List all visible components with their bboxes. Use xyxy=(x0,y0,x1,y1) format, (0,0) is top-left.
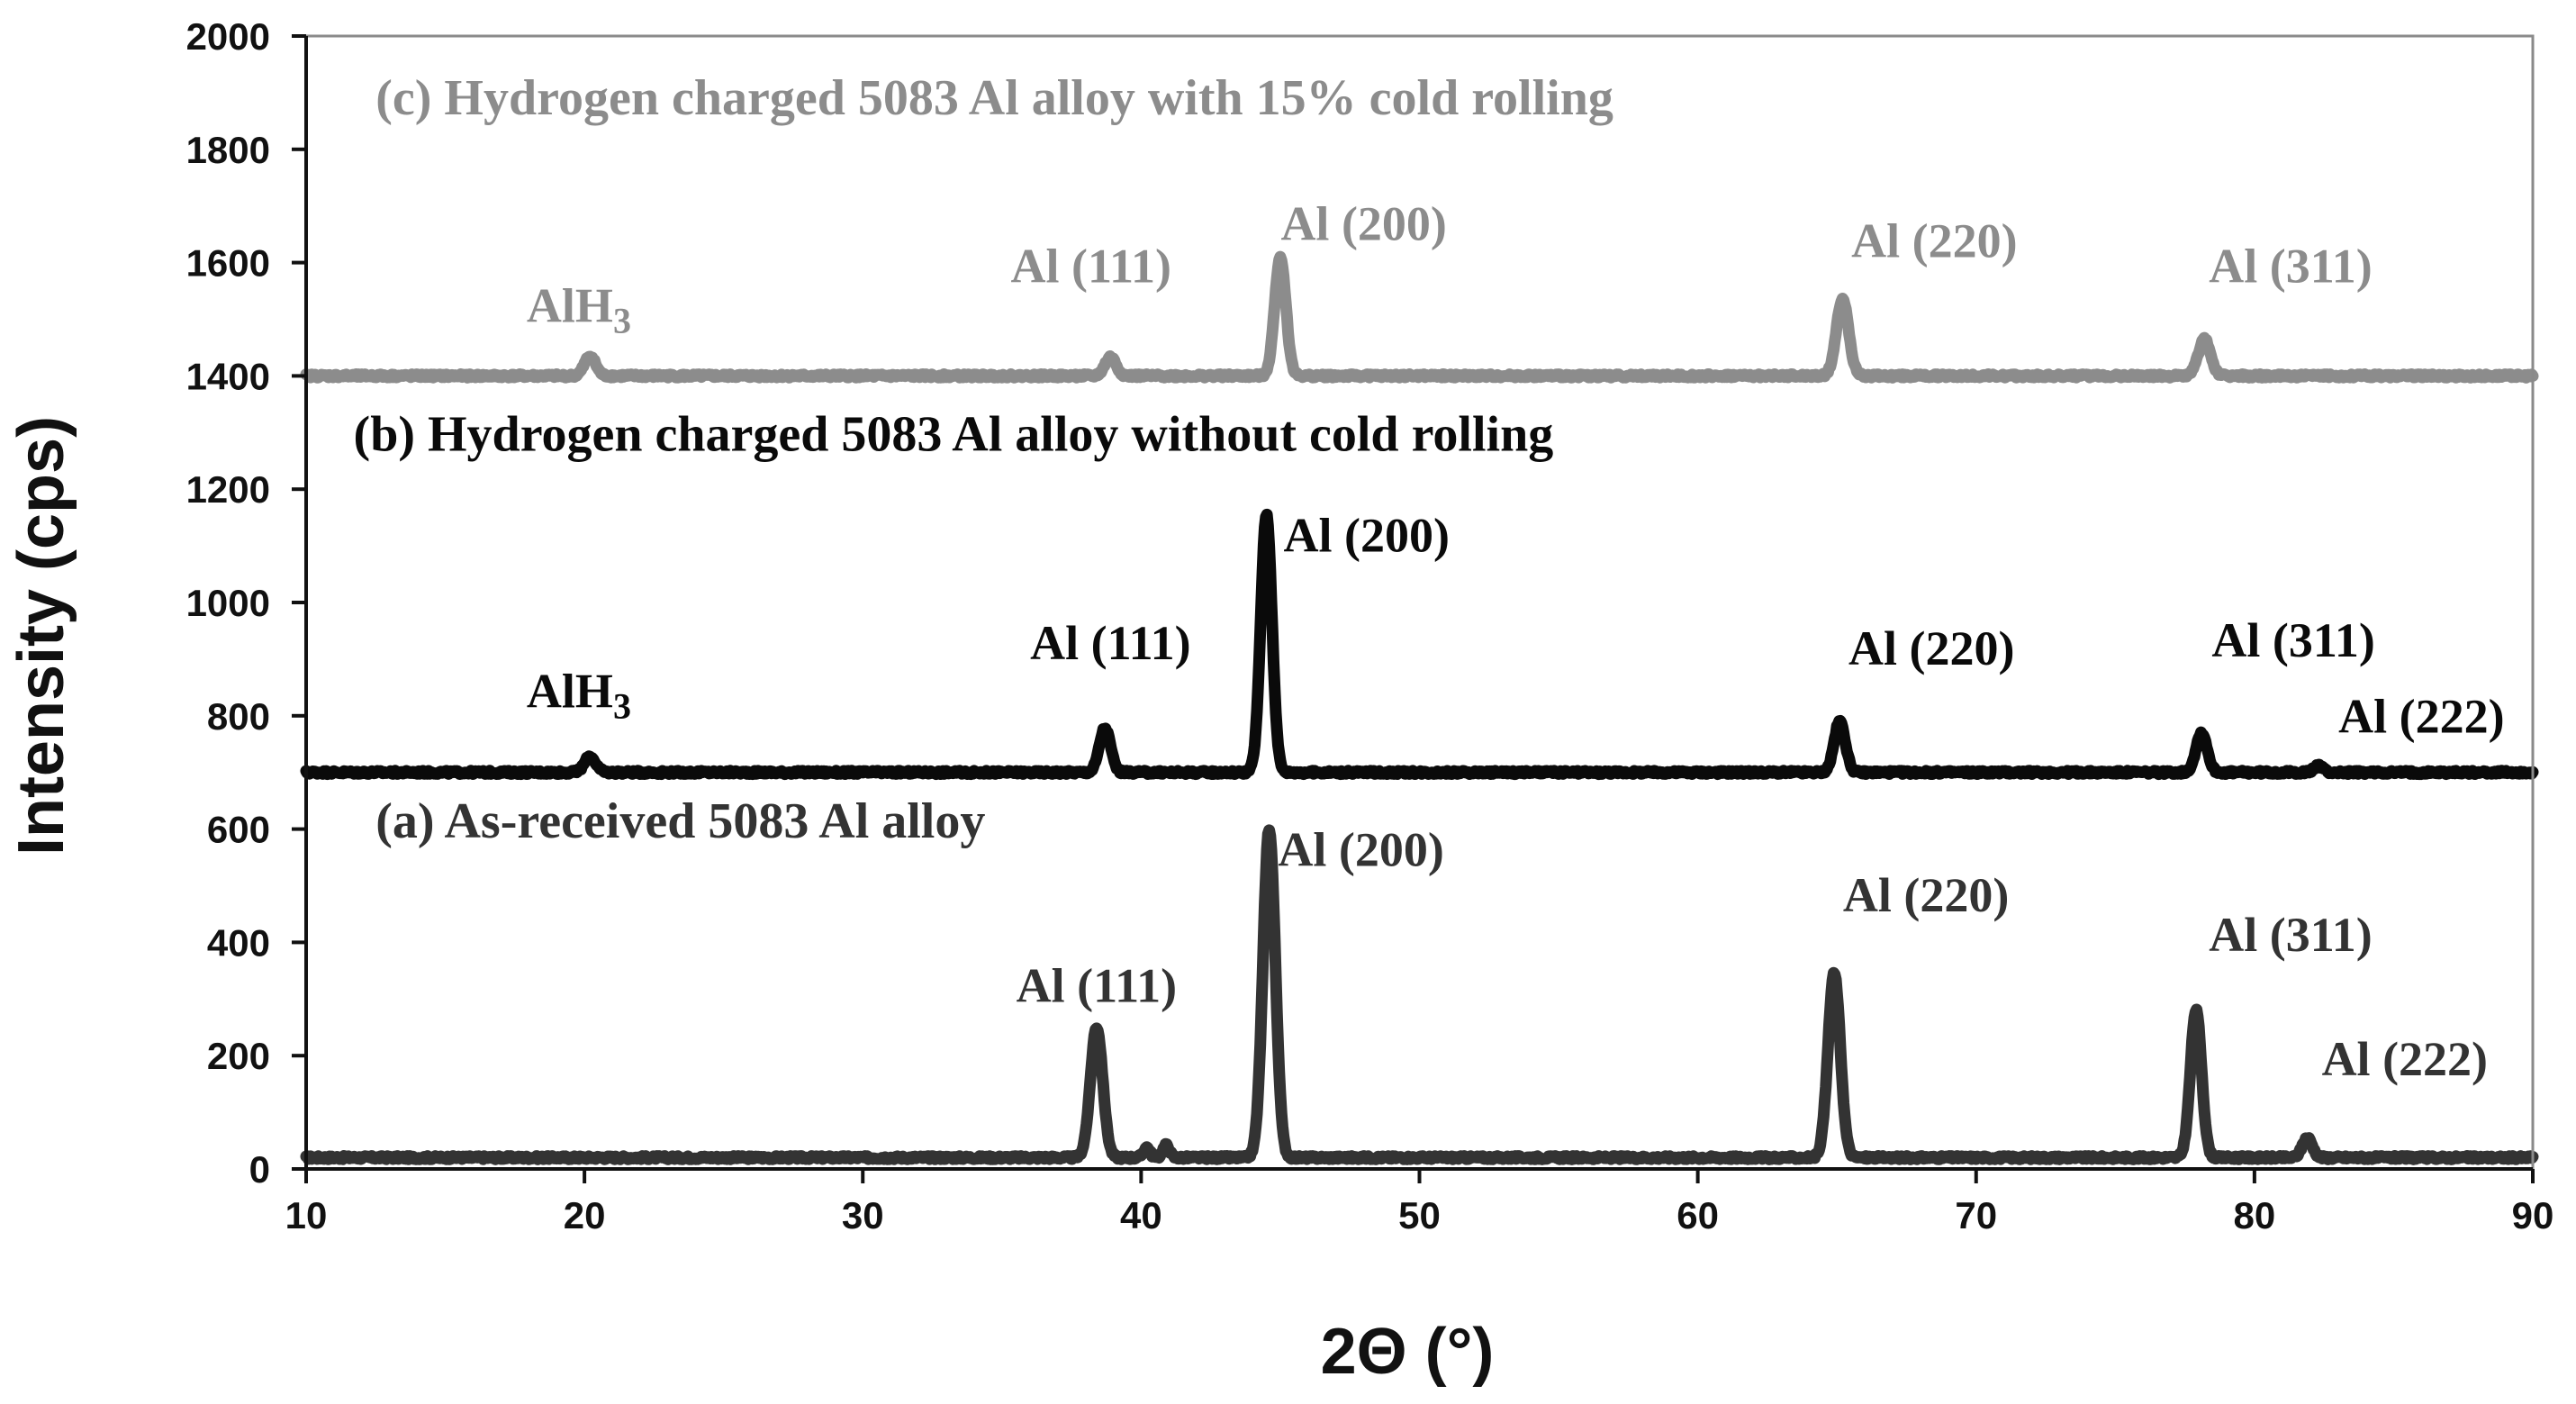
peak-label: Al (220) xyxy=(1848,621,2014,675)
y-tick-label: 2000 xyxy=(186,15,270,58)
peak-label-subscript: 3 xyxy=(613,301,631,341)
peak-label: Al (200) xyxy=(1280,196,1446,250)
peak-label: AlH3 xyxy=(527,279,631,341)
peak-label: Al (111) xyxy=(1030,616,1191,670)
y-tick-label: 400 xyxy=(207,921,270,964)
y-axis-title: Intensity (cps) xyxy=(5,416,77,856)
series-title-1: (b) Hydrogen charged 5083 Al alloy witho… xyxy=(354,406,1554,462)
y-tick-label: 1200 xyxy=(186,468,270,511)
peak-label: Al (311) xyxy=(2209,908,2373,962)
x-axis-title: 2Θ (°) xyxy=(1321,1316,1495,1388)
x-tick-label: 40 xyxy=(1120,1194,1162,1236)
x-tick-label: 80 xyxy=(2234,1194,2276,1236)
x-tick-label: 60 xyxy=(1677,1194,1719,1236)
x-tick-label: 10 xyxy=(285,1194,328,1236)
series-line-2 xyxy=(300,250,2539,384)
axis-layer: 0 200 400 600 800 1000 1200 1400 1600 1800 2000 10 2… xyxy=(186,15,2554,1236)
peak-label: Al (311) xyxy=(2211,613,2375,667)
x-tick-label: 30 xyxy=(842,1194,884,1236)
y-tick-label: 1600 xyxy=(186,242,270,285)
peak-label: Al (111) xyxy=(1010,240,1171,294)
series-layer xyxy=(300,250,2539,1165)
peak-label: Al (220) xyxy=(1843,868,2009,922)
y-tick-label: 1000 xyxy=(186,582,270,624)
series-line-1 xyxy=(300,508,2539,781)
series-line-0 xyxy=(300,824,2539,1165)
x-tick-label: 20 xyxy=(564,1194,606,1236)
peak-label: Al (111) xyxy=(1017,958,1178,1012)
series-title-2: (c) Hydrogen charged 5083 Al alloy with … xyxy=(375,70,1613,126)
peak-label: Al (220) xyxy=(1851,213,2017,267)
peak-label: Al (222) xyxy=(2322,1032,2488,1086)
x-tick-label: 50 xyxy=(1398,1194,1441,1236)
peak-label: AlH3 xyxy=(527,664,631,726)
y-tick-label: 1400 xyxy=(186,355,270,397)
y-tick-label: 600 xyxy=(207,809,270,851)
label-layer: (a) As-received 5083 Al alloy Al (111) Al … xyxy=(354,70,2505,1086)
x-tick-label: 70 xyxy=(1955,1194,1997,1236)
peak-label-subscript: 3 xyxy=(613,685,631,726)
peak-label: Al (311) xyxy=(2209,240,2373,294)
peak-label: Al (222) xyxy=(2338,690,2504,744)
y-tick-label: 1800 xyxy=(186,129,270,171)
peak-label: Al (200) xyxy=(1278,822,1443,876)
y-tick-label: 0 xyxy=(249,1148,270,1191)
y-tick-label: 800 xyxy=(207,695,270,738)
y-tick-label: 200 xyxy=(207,1035,270,1077)
x-tick-label: 90 xyxy=(2512,1194,2554,1236)
series-title-0: (a) As-received 5083 Al alloy xyxy=(375,793,985,849)
peak-label: Al (200) xyxy=(1284,508,1450,562)
